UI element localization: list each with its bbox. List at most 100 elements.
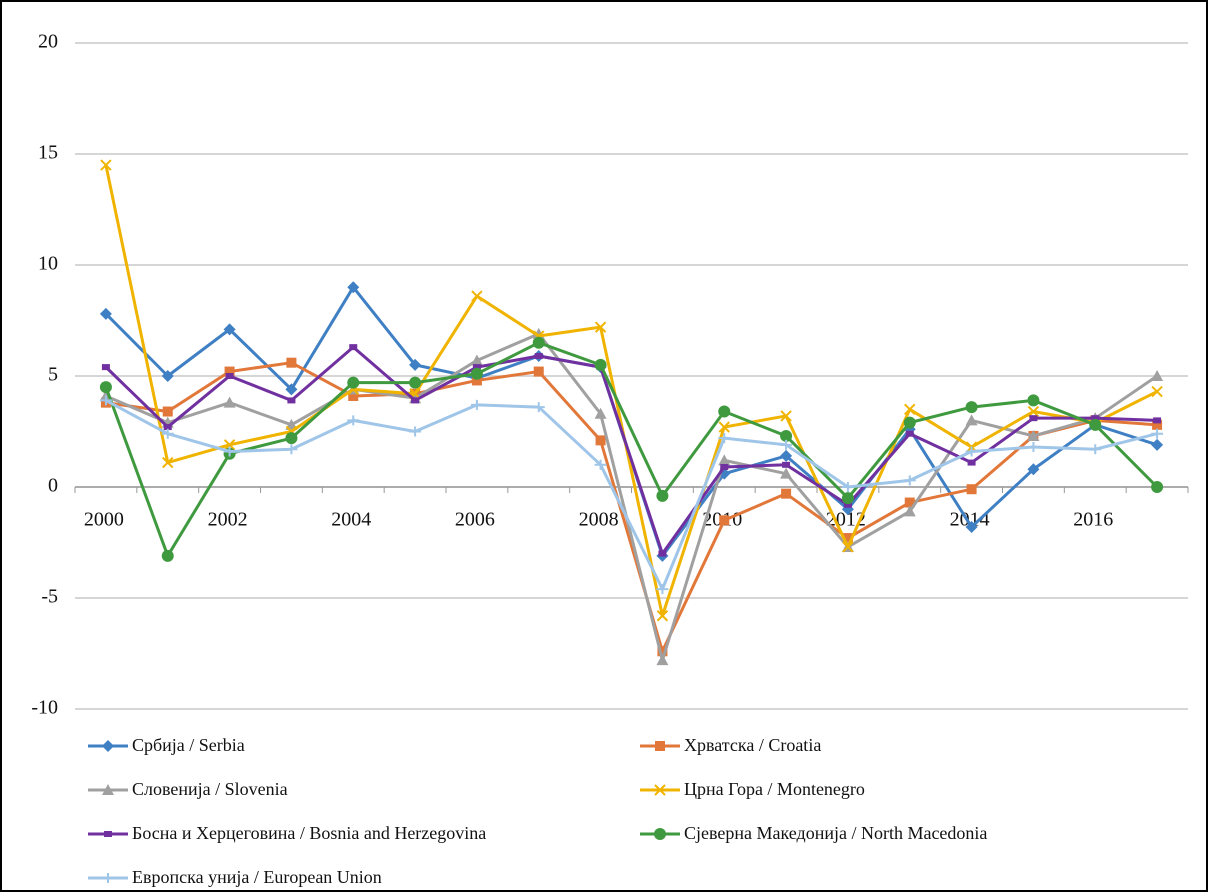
- marker: [1029, 415, 1038, 422]
- marker: [1151, 438, 1164, 451]
- marker: [533, 366, 544, 377]
- marker: [656, 610, 669, 622]
- marker: [534, 353, 543, 360]
- marker: [161, 428, 174, 439]
- marker: [843, 501, 852, 508]
- marker: [1027, 429, 1040, 441]
- marker: [594, 459, 607, 470]
- marker: [781, 488, 792, 499]
- y-tick-label: 5: [48, 364, 58, 386]
- marker: [720, 464, 729, 471]
- series: [101, 344, 1162, 557]
- x-tick-label: 2000: [84, 509, 124, 531]
- marker: [594, 407, 607, 419]
- y-tick-label: -10: [31, 697, 58, 719]
- marker: [903, 505, 916, 517]
- marker: [780, 439, 793, 450]
- marker: [287, 397, 296, 404]
- marker: [903, 416, 916, 429]
- marker: [223, 446, 236, 457]
- x-tick-label: 2016: [1073, 509, 1113, 531]
- series: [99, 395, 1164, 595]
- marker: [594, 321, 607, 333]
- marker: [1027, 463, 1040, 476]
- marker: [163, 424, 172, 431]
- marker: [99, 395, 112, 406]
- marker: [1151, 481, 1164, 493]
- marker: [286, 357, 297, 368]
- marker: [1091, 415, 1100, 422]
- marker: [223, 439, 236, 451]
- marker: [841, 492, 854, 505]
- legend-entry: Србија / Serbia: [88, 735, 245, 755]
- series-line: [104, 345, 1158, 556]
- marker: [965, 446, 978, 457]
- marker: [718, 433, 731, 444]
- y-tick-label: -5: [41, 586, 58, 608]
- marker: [595, 435, 606, 446]
- marker: [471, 375, 482, 386]
- y-tick-label: 20: [38, 31, 58, 53]
- series-line: [105, 361, 1158, 653]
- marker: [409, 426, 422, 437]
- marker: [470, 367, 483, 380]
- marker: [161, 370, 174, 382]
- marker: [223, 323, 236, 336]
- marker: [1089, 418, 1102, 431]
- marker: [285, 383, 298, 396]
- legend-entry: Сјеверна Македонија / North Macedonia: [640, 823, 987, 843]
- marker: [471, 290, 483, 302]
- marker: [1151, 385, 1163, 398]
- legend-marker: [102, 740, 114, 752]
- marker: [349, 344, 358, 351]
- y-tick-label: 0: [48, 475, 58, 497]
- marker: [411, 397, 420, 404]
- marker: [780, 467, 793, 479]
- marker: [1152, 419, 1163, 430]
- x-tick-label: 2014: [950, 509, 990, 531]
- marker: [965, 401, 978, 414]
- marker: [841, 482, 854, 492]
- legend-label: Србија / Serbia: [132, 735, 245, 755]
- marker: [780, 449, 793, 462]
- marker: [657, 646, 668, 657]
- marker: [100, 159, 112, 171]
- marker: [347, 376, 360, 389]
- x-tick-label: 2002: [208, 509, 248, 531]
- series-line: [104, 341, 1159, 558]
- marker: [347, 281, 360, 294]
- marker: [225, 373, 234, 379]
- legend-marker: [102, 784, 114, 795]
- marker: [1151, 428, 1164, 439]
- marker: [780, 410, 792, 422]
- marker: [224, 366, 235, 377]
- marker: [780, 429, 793, 442]
- marker: [470, 354, 483, 366]
- marker: [99, 381, 112, 394]
- marker: [223, 396, 236, 408]
- marker: [965, 414, 978, 426]
- legend-label: Хрватска / Croatia: [684, 735, 821, 755]
- marker: [1153, 417, 1162, 424]
- legend-entry: Европска унија / European Union: [88, 867, 382, 887]
- series-line: [104, 164, 1158, 618]
- marker: [162, 456, 174, 469]
- marker: [470, 399, 483, 410]
- marker: [904, 403, 916, 416]
- marker: [347, 415, 360, 426]
- marker: [1027, 394, 1040, 407]
- legend-entry: Словенија / Slovenia: [88, 779, 288, 799]
- legend-entry: Босна и Херцеговина / Bosnia and Herzego…: [88, 823, 486, 843]
- marker: [656, 489, 669, 502]
- marker: [656, 584, 669, 595]
- marker: [718, 421, 730, 433]
- marker: [472, 364, 481, 371]
- marker: [1089, 444, 1102, 455]
- marker: [409, 358, 422, 371]
- legend-entry: Црна Гора / Montenegro: [640, 779, 865, 799]
- legend-label: Босна и Херцеговина / Bosnia and Herzego…: [132, 823, 486, 843]
- marker: [719, 515, 730, 526]
- marker: [966, 484, 977, 495]
- legend-label: Европска унија / European Union: [132, 867, 382, 887]
